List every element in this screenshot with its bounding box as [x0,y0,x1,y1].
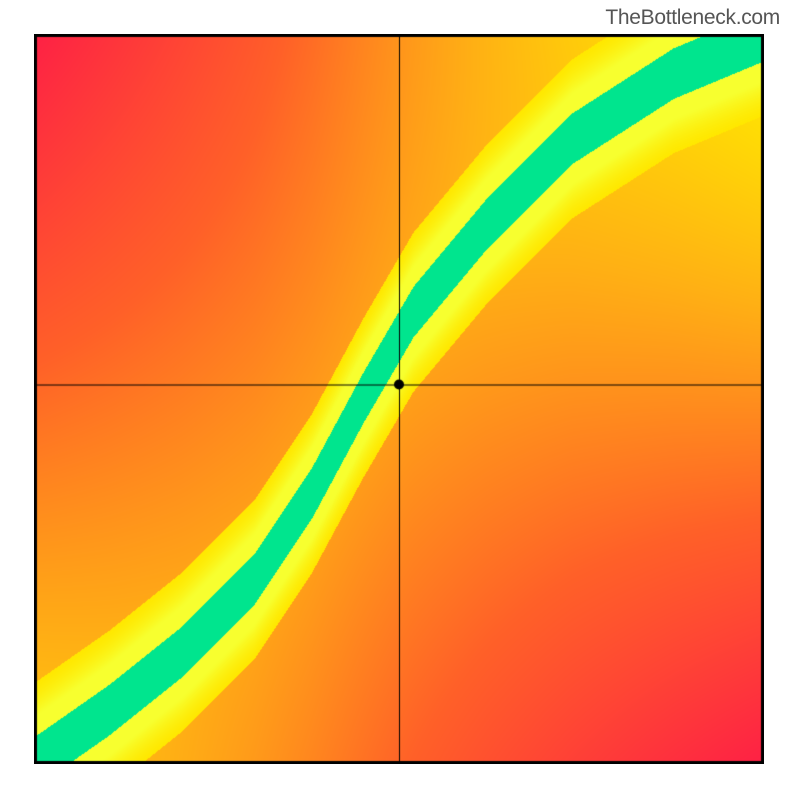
chart-container: TheBottleneck.com [0,0,800,800]
attribution-text: TheBottleneck.com [605,6,780,30]
bottleneck-heatmap [34,34,764,764]
